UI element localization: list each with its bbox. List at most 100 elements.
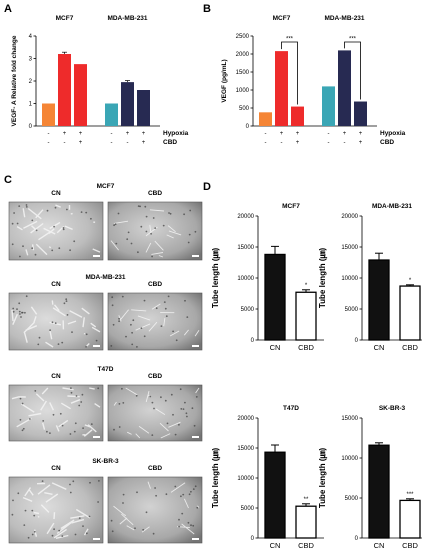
cell-dot: [24, 311, 26, 314]
cell-dot: [85, 211, 88, 214]
cell-dot: [165, 493, 168, 496]
cell-dot: [31, 509, 34, 512]
cell-dot: [121, 387, 123, 390]
scale-bar: [192, 538, 199, 540]
cell-dot: [90, 217, 92, 220]
cell-dot: [190, 490, 192, 493]
cell-dot: [122, 493, 125, 496]
cell-dot: [192, 488, 195, 490]
cell-dot: [51, 321, 54, 324]
significance-marker: ***: [286, 37, 294, 43]
cell-dot: [190, 524, 192, 527]
cell-dot: [18, 310, 21, 313]
y-tick-label: 1500: [236, 70, 250, 76]
column-label-cbd: CBD: [148, 373, 162, 380]
cell-dot: [73, 430, 76, 433]
hypoxia-sign: +: [296, 131, 300, 137]
cell-dot: [155, 307, 158, 310]
cell-dot: [178, 423, 180, 426]
cell-dot: [152, 532, 155, 535]
cell-dot: [72, 480, 75, 483]
cell-dot: [183, 213, 186, 216]
cbd-sign: +: [296, 140, 300, 146]
cell-dot: [85, 333, 88, 336]
cell-dot: [136, 346, 138, 348]
y-tick-label: 15000: [237, 446, 254, 452]
panel-letter-c: C: [4, 174, 12, 186]
x-tick-label: CBD: [402, 541, 418, 550]
cell-dot: [63, 302, 66, 305]
y-tick-label: 1000: [236, 88, 250, 94]
chart-title: MDA-MB-231: [372, 203, 412, 210]
cell-dot: [134, 527, 136, 530]
cell-dot: [113, 428, 115, 431]
cell-dot: [31, 219, 34, 222]
y-tick-label: 15000: [341, 416, 358, 422]
cell-dot: [16, 222, 19, 225]
y-tick-label: 0: [355, 536, 359, 542]
y-tick-label: 15000: [341, 245, 358, 251]
cell-dot: [69, 483, 71, 486]
cell-dot: [111, 530, 114, 533]
cell-dot: [71, 331, 73, 333]
cell-dot: [180, 495, 182, 498]
significance-marker: ***: [406, 492, 414, 498]
bar: [354, 101, 367, 126]
micrograph-image: [107, 292, 203, 351]
cell-dot: [118, 317, 120, 320]
x-tick-label: CN: [374, 541, 385, 550]
micrograph-image: [8, 201, 104, 261]
cell-dot: [192, 524, 195, 527]
cell-dot: [149, 395, 152, 398]
cell-dot: [66, 314, 69, 316]
group-label: MDA-MB-231: [107, 15, 147, 22]
chart-d-mcf7-tube-length: MCF7 0 5000 10000 15000 20000 Tube length (㎛) C…: [211, 203, 324, 352]
cell-dot: [185, 412, 188, 415]
cell-dot: [70, 391, 73, 394]
scale-bar: [93, 255, 100, 257]
cell-dot: [25, 295, 28, 298]
column-label-cbd: CBD: [148, 190, 162, 197]
cell-dot: [143, 335, 146, 338]
cell-dot: [81, 393, 84, 396]
vessel-network: [113, 481, 200, 535]
y-tick-label: 4: [29, 34, 33, 40]
bar: [399, 499, 421, 539]
cell-dot: [131, 331, 134, 334]
column-label-cn: CN: [51, 465, 61, 472]
cbd-sign: +: [142, 140, 146, 146]
cell-dot: [97, 387, 100, 390]
x-tick-label: CBD: [298, 343, 314, 352]
cell-dot: [31, 247, 34, 250]
cbd-sign: +: [359, 140, 363, 146]
y-tick-label: 20000: [237, 416, 254, 422]
cell-dot: [164, 307, 167, 310]
cell-dot: [162, 224, 165, 227]
cell-dot: [194, 230, 197, 233]
hypoxia-sign: +: [126, 131, 130, 137]
cell-dot: [118, 426, 121, 428]
chart-d-mdamb231-tube-length: MDA-MB-231 0 5000 10000 15000 20000 Tube lengt…: [318, 203, 422, 352]
cell-dot: [174, 433, 177, 436]
vessel-network: [110, 209, 182, 258]
micrograph-cbd: [107, 476, 203, 544]
micrograph-image: [107, 476, 203, 544]
y-tick-label: 5000: [241, 307, 255, 313]
cell-dot: [188, 493, 191, 496]
vessel-network: [11, 300, 101, 348]
cell-dot: [132, 319, 135, 322]
cell-line-label: SK-BR-3: [92, 458, 119, 465]
hypoxia-row-label: Hypoxia: [163, 130, 189, 137]
panel-letter-a: A: [4, 3, 12, 15]
cell-dot: [80, 401, 83, 403]
hypoxia-sign: +: [343, 131, 347, 137]
cell-dot: [25, 206, 28, 208]
group-label: MCF7: [56, 15, 74, 22]
column-label-cbd: CBD: [148, 281, 162, 288]
y-tick-label: 0: [251, 338, 255, 344]
cell-dot: [95, 339, 98, 342]
cell-dot: [19, 255, 21, 258]
cell-dot: [61, 535, 64, 537]
vessel-network: [118, 303, 200, 337]
